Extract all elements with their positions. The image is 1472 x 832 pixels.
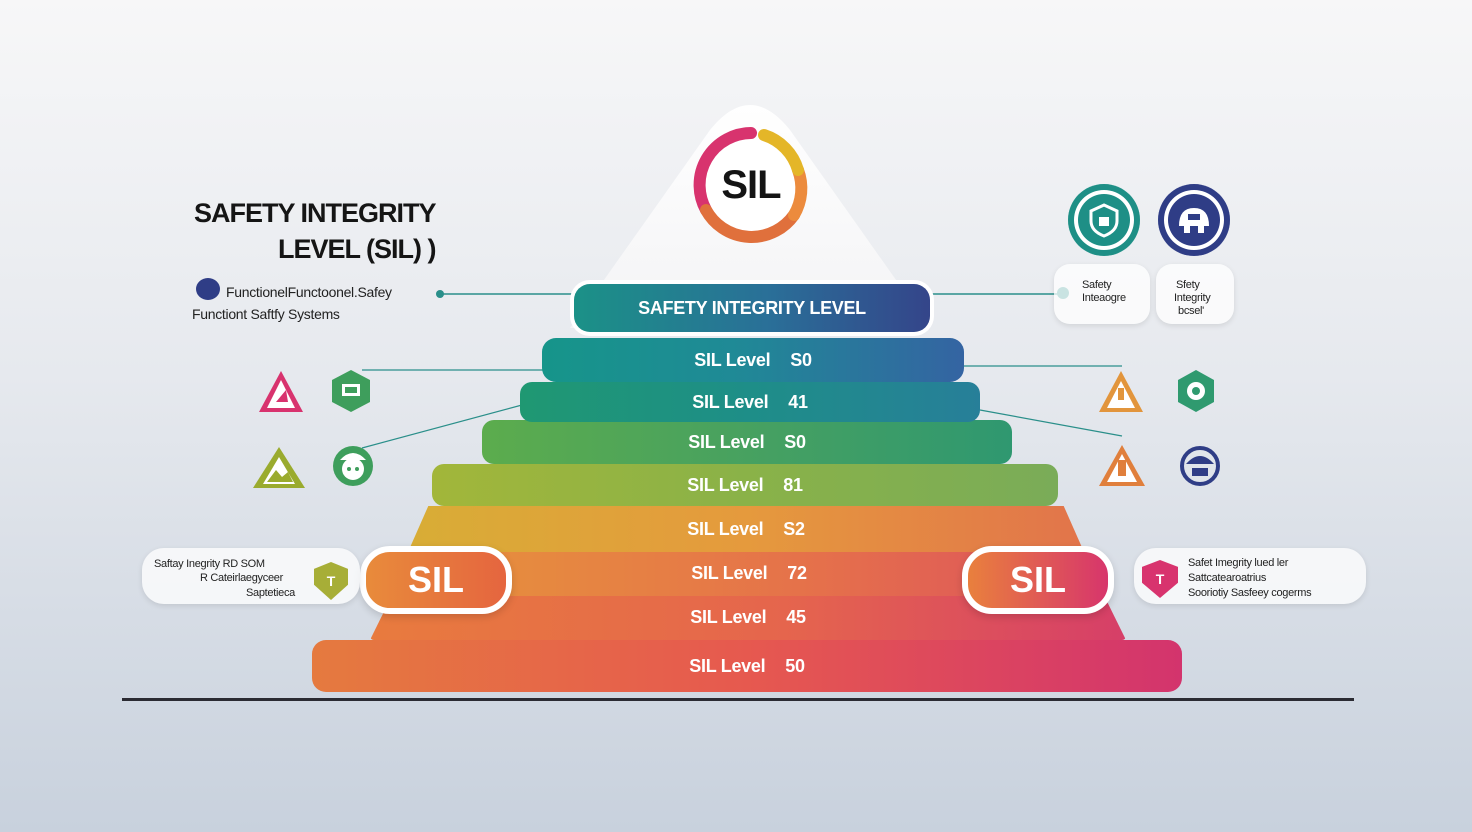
right-card-2-line-1: Sfety xyxy=(1176,279,1200,291)
right-card-2 xyxy=(1156,264,1234,324)
sil-level-bar-1: SIL Level S0 xyxy=(542,338,964,382)
level-label: SIL Level xyxy=(691,562,768,583)
level-label: SIL Level xyxy=(689,655,766,676)
level-label: SIL Level xyxy=(687,518,764,539)
level-label: SIL Level xyxy=(688,431,765,452)
title-line-1: SAFETY INTEGRITY xyxy=(194,198,437,228)
level-label: SIL Level xyxy=(694,349,771,370)
sil-logo: SIL xyxy=(686,120,816,250)
level-value: S2 xyxy=(783,518,805,539)
orange-hazard-icon xyxy=(1096,442,1148,495)
sil-badge-right: SIL xyxy=(962,546,1114,614)
level-value: 41 xyxy=(788,391,808,412)
sil-level-bar-8: SIL Level 50 xyxy=(312,640,1182,692)
right-pill-line-2: Sattcatearoatrius xyxy=(1188,572,1267,584)
logo-text: SIL xyxy=(721,162,781,207)
sil-level-bar-4: SIL Level 81 xyxy=(432,464,1058,506)
level-value: 50 xyxy=(785,655,805,676)
level-label: SIL Level xyxy=(692,391,769,412)
shield-lock-icon xyxy=(1068,184,1140,256)
ground-line xyxy=(122,698,1354,701)
level-label: SIL Level xyxy=(687,474,764,495)
warning-triangle-icon xyxy=(1096,368,1146,421)
right-card-2-line-3: bcsel' xyxy=(1178,305,1204,317)
navy-helmet-icon xyxy=(1176,442,1224,495)
right-card-1-line-2: Inteaogre xyxy=(1082,292,1126,304)
right-card-1-line-1: Safety xyxy=(1082,279,1112,291)
level-value: S0 xyxy=(784,431,806,452)
level-value: S0 xyxy=(790,349,812,370)
title-line-2: LEVEL (SIL) ) xyxy=(278,234,437,264)
mountain-warning-icon xyxy=(250,444,308,497)
sil-level-bar-2: SIL Level 41 xyxy=(520,382,980,422)
subtitle-line-1: FunctionelFunctoonel.Safey xyxy=(226,284,392,300)
right-pill-line-3: Sooriotiy Sasfeey cogerms xyxy=(1188,587,1312,599)
robot-helmet-icon xyxy=(1158,184,1230,256)
subtitle-dot-icon xyxy=(196,278,220,300)
right-pill-icon-letter: T xyxy=(1155,571,1165,587)
sil-header-bar: SAFETY INTEGRITY LEVEL xyxy=(574,284,930,332)
left-pill-line-3: Saptetieca xyxy=(246,587,295,599)
sil-logo-ring-icon xyxy=(693,127,808,243)
level-label: SIL Level xyxy=(690,606,767,627)
sil-level-bar-5: SIL Level S2 xyxy=(408,506,1084,552)
hazard-tag-icon xyxy=(330,368,372,419)
left-pill-line-1: Saftay Inegrity RD SOM xyxy=(154,558,265,570)
right-pill-line-1: Safet Imegrity lued ler xyxy=(1188,557,1289,569)
sil-badge-left: SIL xyxy=(360,546,512,614)
level-value: 72 xyxy=(787,562,807,583)
left-pill-icon-letter: T xyxy=(326,573,336,589)
warning-worker-icon xyxy=(256,368,306,421)
sil-level-bar-3: SIL Level S0 xyxy=(482,420,1012,464)
left-pill-line-2: R Cateirlaegyceer xyxy=(200,572,283,584)
subtitle-line-2: Functiont Saftfy Systems xyxy=(192,306,340,322)
hard-hat-worker-icon xyxy=(328,442,378,495)
header-label: SAFETY INTEGRITY LEVEL xyxy=(638,297,866,318)
level-value: 81 xyxy=(783,474,803,495)
gear-shield-icon xyxy=(1174,368,1218,419)
level-value: 45 xyxy=(786,606,806,627)
right-card-2-line-2: Integrity xyxy=(1174,292,1211,304)
right-card-1 xyxy=(1054,264,1150,324)
